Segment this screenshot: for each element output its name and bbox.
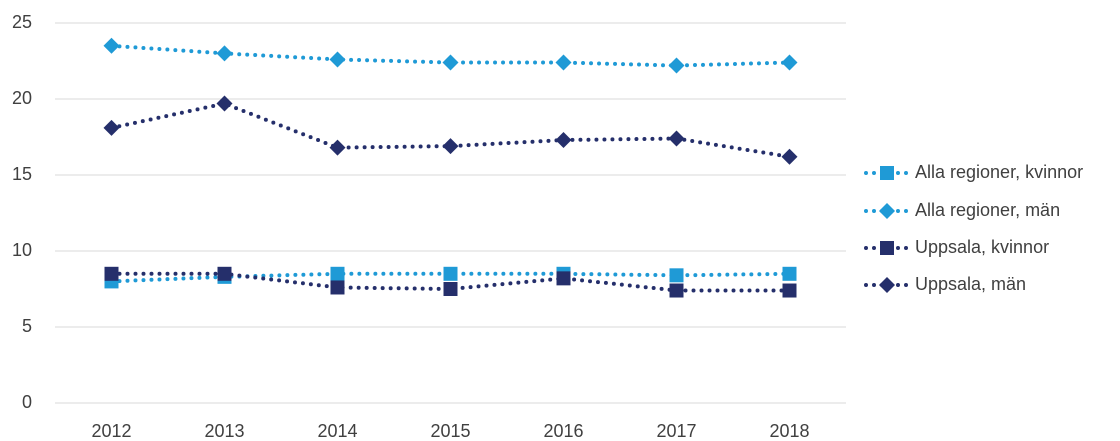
marker bbox=[781, 148, 798, 165]
marker bbox=[880, 241, 894, 255]
marker bbox=[879, 203, 895, 219]
marker bbox=[216, 45, 233, 62]
marker bbox=[782, 266, 797, 281]
x-tick-label: 2017 bbox=[656, 421, 696, 441]
marker bbox=[442, 138, 459, 155]
y-tick-label: 5 bbox=[22, 316, 32, 336]
marker bbox=[782, 283, 797, 298]
legend-label: Uppsala, män bbox=[915, 274, 1026, 294]
marker bbox=[443, 282, 458, 296]
marker bbox=[442, 54, 459, 71]
marker bbox=[556, 271, 571, 286]
legend-label: Alla regioner, kvinnor bbox=[915, 162, 1083, 182]
marker bbox=[668, 130, 685, 147]
marker bbox=[216, 95, 233, 112]
legend-label: Alla regioner, män bbox=[915, 200, 1060, 220]
y-tick-label: 25 bbox=[12, 12, 32, 32]
marker bbox=[330, 280, 345, 295]
marker bbox=[329, 139, 346, 156]
x-tick-label: 2016 bbox=[543, 421, 583, 441]
marker bbox=[555, 132, 572, 149]
marker bbox=[669, 268, 684, 283]
x-tick-label: 2014 bbox=[317, 421, 357, 441]
marker bbox=[329, 51, 346, 68]
y-tick-label: 20 bbox=[12, 88, 32, 108]
marker bbox=[443, 266, 458, 281]
marker bbox=[668, 57, 685, 74]
marker bbox=[781, 54, 798, 71]
marker bbox=[669, 283, 684, 298]
y-tick-label: 15 bbox=[12, 164, 32, 184]
legend-label: Uppsala, kvinnor bbox=[915, 237, 1049, 257]
x-tick-label: 2015 bbox=[430, 421, 470, 441]
marker bbox=[103, 37, 120, 54]
marker bbox=[555, 54, 572, 71]
x-tick-label: 2018 bbox=[769, 421, 809, 441]
marker bbox=[879, 277, 895, 293]
x-tick-label: 2013 bbox=[204, 421, 244, 441]
marker bbox=[217, 266, 232, 281]
marker bbox=[330, 266, 345, 281]
marker bbox=[103, 119, 120, 136]
y-tick-label: 10 bbox=[12, 240, 32, 260]
x-tick-label: 2012 bbox=[91, 421, 131, 441]
marker bbox=[880, 166, 894, 180]
y-tick-label: 0 bbox=[22, 392, 32, 412]
marker bbox=[104, 266, 119, 281]
